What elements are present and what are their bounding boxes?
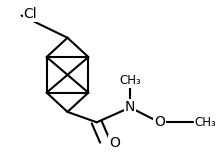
Text: O: O: [109, 136, 120, 150]
Text: CH₃: CH₃: [195, 116, 217, 129]
Text: Cl: Cl: [24, 7, 37, 21]
Text: O: O: [154, 115, 165, 129]
Text: N: N: [125, 100, 135, 114]
Text: CH₃: CH₃: [119, 74, 141, 87]
